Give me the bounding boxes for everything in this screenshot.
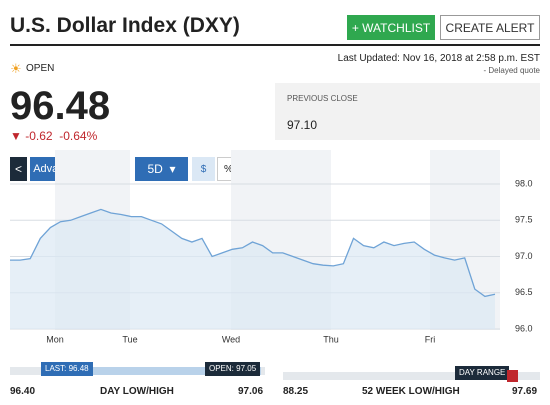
price-line xyxy=(10,208,496,298)
price: 96.48 xyxy=(10,84,111,128)
y-tick-label: 97.5 xyxy=(515,215,533,225)
y-tick-label: 96.0 xyxy=(515,323,533,333)
prev-close-label: PREVIOUS CLOSE xyxy=(287,94,358,103)
day-range-marker xyxy=(507,370,518,382)
change: ▼ -0.62 -0.64% xyxy=(10,129,98,143)
prev-close-box: PREVIOUS CLOSE 97.10 xyxy=(275,83,540,140)
day-low: 96.40 xyxy=(10,386,36,397)
chart: 96.0 96.5 97.0 97.5 98.0 Mon Tue Wed Thu Fri xyxy=(10,150,533,344)
y-tick-label: 98.0 xyxy=(515,178,533,188)
sun-icon: ☀ xyxy=(10,61,22,76)
week52-title: 52 WEEK LOW/HIGH xyxy=(362,386,460,397)
day-range-title: DAY LOW/HIGH xyxy=(100,386,174,397)
back-button[interactable]: < xyxy=(10,157,27,181)
dollar-button[interactable]: $ xyxy=(192,157,215,181)
x-tick-label: Thu xyxy=(323,334,339,344)
page-title: U.S. Dollar Index (DXY) xyxy=(10,14,240,37)
week52-high: 97.69 xyxy=(512,386,538,397)
area xyxy=(10,209,495,329)
last-tag: LAST: 96.48 xyxy=(41,362,93,376)
y-tick-label: 96.5 xyxy=(515,287,533,297)
change-value: -0.62 xyxy=(25,129,53,143)
watchlist-button[interactable]: + WATCHLIST xyxy=(347,15,435,40)
x-tick-label: Wed xyxy=(222,334,240,344)
day-range-fill xyxy=(41,367,261,375)
week52-low: 88.25 xyxy=(283,386,309,397)
prev-close: 97.10 xyxy=(287,118,318,132)
x-tick-label: Tue xyxy=(122,334,137,344)
market-status: OPEN xyxy=(26,63,55,74)
range-label: 5D xyxy=(147,162,163,176)
open-tag: OPEN: 97.05 xyxy=(205,362,261,376)
x-tick-label: Mon xyxy=(46,334,64,344)
y-tick-label: 97.0 xyxy=(515,251,533,261)
week52-bar xyxy=(283,372,540,380)
delay-note: - Delayed quote xyxy=(483,66,540,75)
change-pct: -0.64% xyxy=(59,129,98,143)
range-button[interactable]: 5D ▾ xyxy=(135,157,188,181)
x-tick-label: Fri xyxy=(425,334,436,344)
last-updated: Last Updated: Nov 16, 2018 at 2:58 p.m. … xyxy=(337,53,540,64)
day-range-tag: DAY RANGE xyxy=(455,366,510,380)
day-high: 97.06 xyxy=(238,386,264,397)
alert-button[interactable]: CREATE ALERT xyxy=(440,15,540,40)
divider xyxy=(10,44,540,46)
